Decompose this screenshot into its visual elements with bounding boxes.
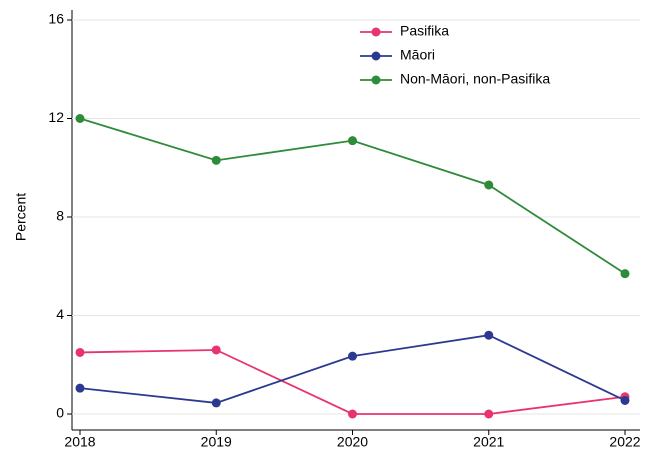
legend-marker xyxy=(371,75,381,85)
point xyxy=(211,155,221,165)
point xyxy=(484,330,494,340)
point xyxy=(484,180,494,190)
point xyxy=(211,398,221,408)
point xyxy=(348,351,357,361)
legend-label: Māori xyxy=(400,47,435,63)
point xyxy=(348,409,357,419)
y-axis-label: Percent xyxy=(13,193,29,241)
legend-marker xyxy=(371,27,381,37)
point xyxy=(75,383,85,393)
legend-label: Pasifika xyxy=(400,23,449,39)
x-tick-label: 2018 xyxy=(64,434,95,450)
x-tick-label: 2021 xyxy=(473,434,504,450)
legend-label: Non-Māori, non-Pasifika xyxy=(400,71,550,87)
x-tick-label: 2022 xyxy=(609,434,640,450)
y-tick-label: 12 xyxy=(48,109,64,125)
point xyxy=(620,395,630,405)
y-tick-label: 8 xyxy=(56,208,64,224)
point xyxy=(620,269,630,279)
point xyxy=(75,347,85,357)
point xyxy=(211,345,221,355)
point xyxy=(484,409,494,419)
y-tick-label: 16 xyxy=(48,11,64,27)
point xyxy=(75,114,85,123)
y-tick-label: 0 xyxy=(56,405,64,421)
x-tick-label: 2019 xyxy=(201,434,232,450)
legend-marker xyxy=(371,51,381,61)
point xyxy=(348,136,357,146)
y-tick-label: 4 xyxy=(56,306,64,322)
series-line xyxy=(79,334,626,404)
x-tick-label: 2020 xyxy=(337,434,368,450)
